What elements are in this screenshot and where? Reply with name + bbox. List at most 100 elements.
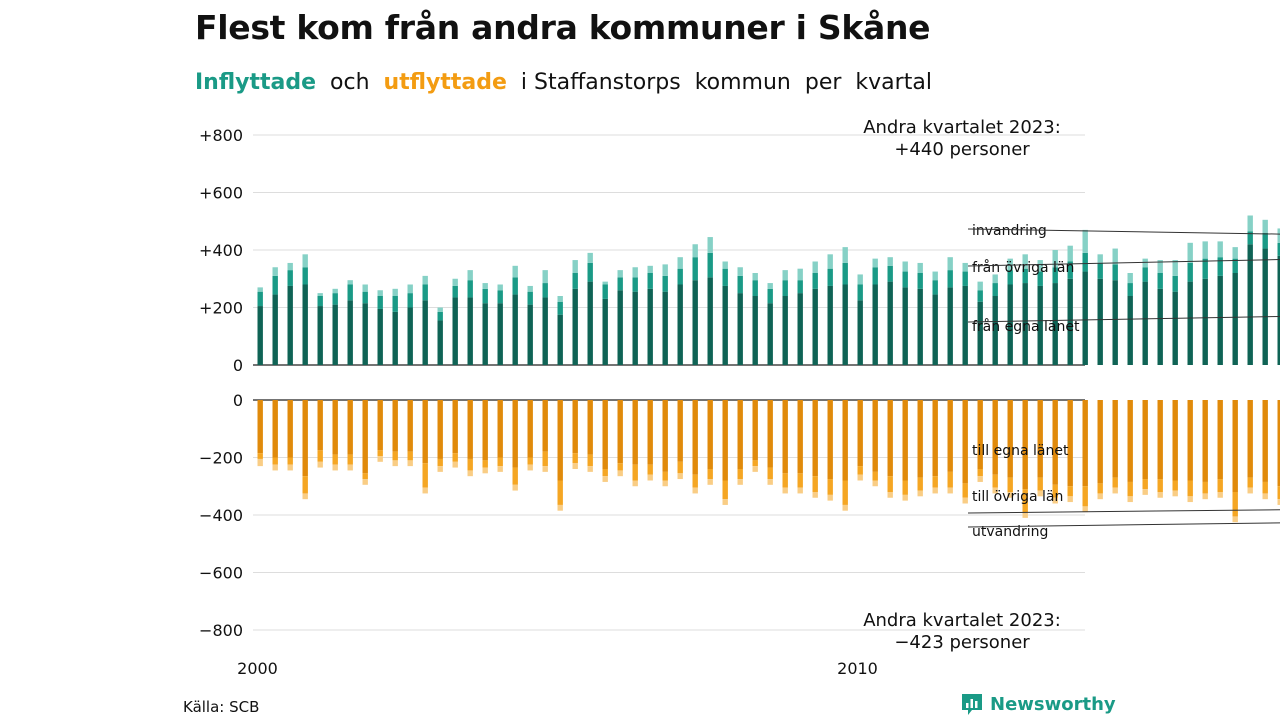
bar-out-ovriga xyxy=(587,454,593,467)
bar-in-invandring xyxy=(407,284,413,294)
bar-in-ovriga xyxy=(1247,231,1253,245)
bar-out-ovriga xyxy=(332,454,338,465)
bar-in-ovriga xyxy=(1262,232,1268,249)
bar-in-egna xyxy=(1277,255,1280,365)
bar-out-egna xyxy=(572,400,578,454)
bar-out-egna xyxy=(677,400,683,462)
bar-out-ovriga xyxy=(572,453,578,464)
bar-out-utvandring xyxy=(272,464,278,471)
bar-out-egna xyxy=(542,400,548,452)
bar-in-egna xyxy=(1127,296,1133,365)
bar-in-egna xyxy=(1187,281,1193,365)
bar-in-invandring xyxy=(362,284,368,292)
bar-in-ovriga xyxy=(572,273,578,289)
bar-in-invandring xyxy=(587,252,593,263)
bar-out-ovriga xyxy=(1007,477,1013,492)
bar-out-egna xyxy=(1157,400,1163,480)
bar-out-egna xyxy=(1202,400,1208,482)
bar-in-egna xyxy=(287,285,293,365)
bar-out-ovriga xyxy=(557,480,563,505)
bar-out-utvandring xyxy=(692,487,698,494)
bar-in-invandring xyxy=(1097,254,1103,263)
bar-in-invandring xyxy=(302,254,308,268)
bar-out-ovriga xyxy=(662,471,668,481)
bar-in-ovriga xyxy=(272,275,278,295)
bar-in-invandring xyxy=(812,261,818,273)
bar-out-utvandring xyxy=(737,479,743,485)
bar-out-egna xyxy=(512,400,518,468)
bar-out-egna xyxy=(452,400,458,454)
bar-in-egna xyxy=(1142,281,1148,365)
bar-out-ovriga xyxy=(827,479,833,495)
leader-utvandring xyxy=(967,522,1280,528)
bar-out-ovriga xyxy=(887,476,893,492)
bar-in-invandring xyxy=(1172,260,1178,276)
bar-out-ovriga xyxy=(857,466,863,475)
bar-out-utvandring xyxy=(1202,493,1208,500)
bar-out-ovriga xyxy=(962,483,968,498)
label-invandring: invandring xyxy=(972,223,1047,239)
bar-in-invandring xyxy=(1247,215,1253,232)
bar-out-egna xyxy=(272,400,278,458)
bar-in-invandring xyxy=(752,273,758,281)
bar-in-ovriga xyxy=(512,277,518,295)
bar-in-egna xyxy=(902,287,908,365)
bar-out-egna xyxy=(1127,400,1133,482)
subtitle-kommun-name: i Staffanstorps xyxy=(520,70,681,95)
bar-out-egna xyxy=(1037,400,1043,478)
bar-in-egna xyxy=(992,296,998,365)
bar-in-invandring xyxy=(947,257,953,271)
bar-out-egna xyxy=(647,400,653,465)
bar-out-utvandring xyxy=(1262,493,1268,500)
bar-in-invandring xyxy=(647,265,653,273)
bar-in-egna xyxy=(1007,284,1013,365)
bar-in-ovriga xyxy=(692,257,698,281)
bar-in-ovriga xyxy=(1097,262,1103,279)
bar-in-ovriga xyxy=(557,301,563,315)
bar-out-utvandring xyxy=(1082,506,1088,513)
newsworthy-logo[interactable]: Newsworthy xyxy=(960,692,1116,716)
bar-out-utvandring xyxy=(362,479,368,485)
bar-in-invandring xyxy=(1187,242,1193,263)
bar-in-invandring xyxy=(797,268,803,281)
bar-in-invandring xyxy=(1262,219,1268,233)
bar-in-ovriga xyxy=(767,288,773,304)
subtitle-inflyttade: Inflyttade xyxy=(195,70,317,95)
bar-in-ovriga xyxy=(452,285,458,298)
bar-out-egna xyxy=(377,400,383,451)
bar-in-invandring xyxy=(902,261,908,272)
bar-in-invandring xyxy=(437,307,443,312)
bar-out-egna xyxy=(287,400,293,458)
bar-in-egna xyxy=(632,291,638,365)
bar-out-utvandring xyxy=(512,484,518,491)
bar-out-utvandring xyxy=(302,493,308,500)
bar-in-egna xyxy=(362,303,368,365)
bar-in-ovriga xyxy=(887,265,893,282)
bar-out-egna xyxy=(1022,400,1028,490)
bar-in-egna xyxy=(1082,271,1088,365)
bar-out-utvandring xyxy=(377,456,383,462)
bar-out-ovriga xyxy=(1232,492,1238,517)
logo-text: Newsworthy xyxy=(990,693,1116,715)
leader-invandring xyxy=(967,228,1280,235)
bar-out-egna xyxy=(782,400,788,474)
bar-out-egna xyxy=(902,400,908,481)
bar-out-utvandring xyxy=(572,463,578,469)
bar-in-egna xyxy=(317,306,323,365)
bar-in-egna xyxy=(812,288,818,365)
bar-in-invandring xyxy=(872,258,878,268)
bar-in-invandring xyxy=(287,262,293,271)
bar-out-ovriga xyxy=(767,467,773,480)
bar-in-ovriga xyxy=(737,275,743,294)
bar-out-ovriga xyxy=(692,474,698,488)
bar-in-egna xyxy=(872,284,878,365)
bar-out-utvandring xyxy=(887,492,893,498)
bar-out-egna xyxy=(617,400,623,464)
bar-in-ovriga xyxy=(1277,242,1280,256)
bar-out-ovriga xyxy=(287,457,293,465)
bar-in-ovriga xyxy=(722,268,728,286)
bar-in-egna xyxy=(332,304,338,365)
bar-in-egna xyxy=(422,300,428,365)
bar-in-ovriga xyxy=(362,291,368,304)
